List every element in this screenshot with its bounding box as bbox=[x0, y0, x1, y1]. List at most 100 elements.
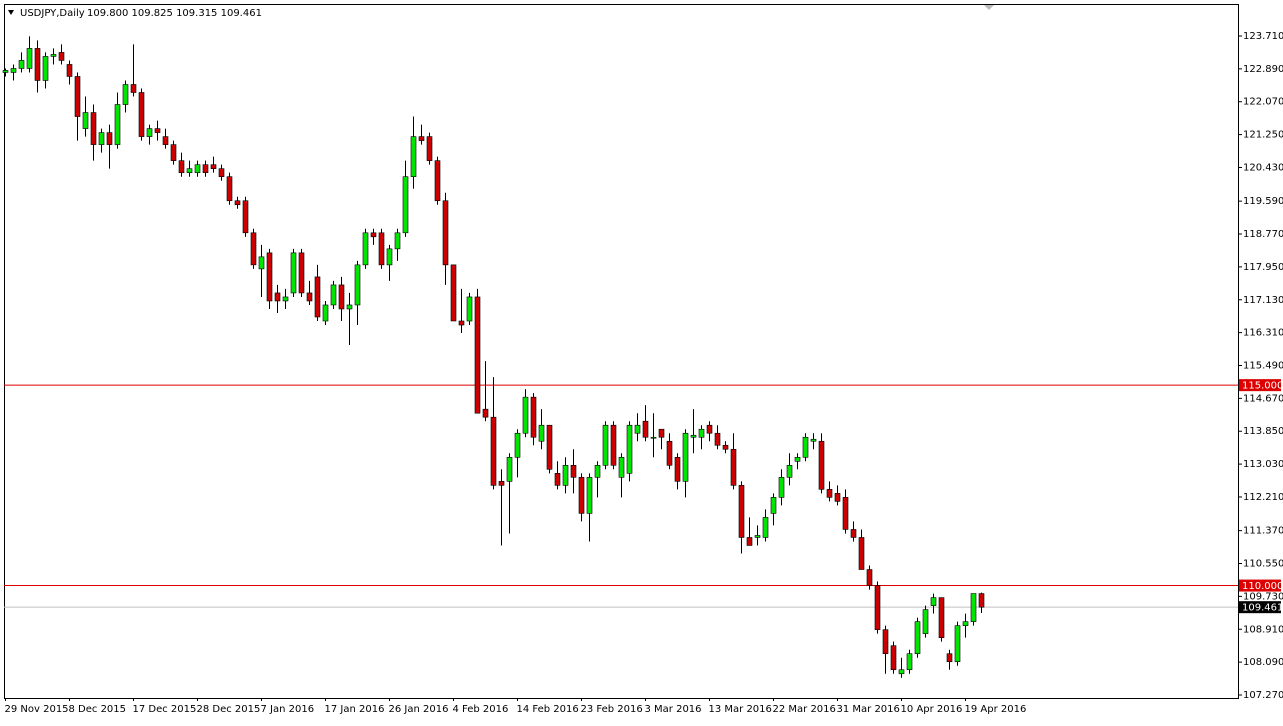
y-tick-label: 108.910 bbox=[1243, 624, 1283, 635]
candle-body bbox=[466, 296, 473, 322]
x-tick-label: 7 Jan 2016 bbox=[261, 704, 315, 715]
candle-body bbox=[546, 424, 553, 470]
candle-body bbox=[706, 424, 713, 434]
menu-arrow[interactable] bbox=[8, 10, 14, 15]
candle-body bbox=[274, 292, 281, 302]
candle-body bbox=[154, 128, 161, 133]
candle-body bbox=[186, 168, 193, 173]
candle-body bbox=[938, 597, 945, 638]
y-tick-label: 113.030 bbox=[1243, 459, 1283, 470]
candle-body bbox=[762, 517, 769, 538]
candle-body bbox=[138, 92, 145, 137]
candle-body bbox=[650, 436, 657, 439]
candle-body bbox=[834, 493, 841, 502]
candle-body bbox=[338, 284, 345, 310]
candle-body bbox=[306, 292, 313, 302]
candle-body bbox=[234, 200, 241, 206]
candle-body bbox=[82, 112, 89, 129]
candle-body bbox=[354, 264, 361, 306]
candle-body bbox=[602, 424, 609, 466]
candle-body bbox=[626, 424, 633, 474]
candle-body bbox=[314, 276, 321, 318]
candle-body bbox=[522, 396, 529, 434]
candle-body bbox=[970, 593, 977, 622]
candle-body bbox=[842, 497, 849, 530]
chart-subtitle: 109.800 109.825 109.315 109.461 bbox=[87, 8, 262, 19]
candle-body bbox=[690, 434, 697, 438]
x-tick-label: 26 Jan 2016 bbox=[389, 704, 449, 715]
candle-body bbox=[242, 200, 249, 234]
x-tick-label: 22 Mar 2016 bbox=[773, 704, 836, 715]
candle-body bbox=[586, 477, 593, 514]
candle-body bbox=[410, 136, 417, 177]
x-tick-label: 3 Mar 2016 bbox=[645, 704, 702, 715]
candle-body bbox=[738, 485, 745, 538]
candle-body bbox=[202, 164, 209, 173]
candle-body bbox=[194, 164, 201, 173]
y-tick-label: 112.210 bbox=[1243, 492, 1283, 503]
candle-body bbox=[554, 473, 561, 486]
candle-body bbox=[450, 264, 457, 322]
candle-body bbox=[778, 477, 785, 498]
y-tick-label: 107.270 bbox=[1243, 690, 1283, 701]
candle-body bbox=[458, 320, 465, 326]
candle-body bbox=[754, 535, 761, 538]
candle-body bbox=[666, 440, 673, 466]
candle-body bbox=[98, 132, 105, 145]
candle-body bbox=[978, 593, 985, 608]
plot-frame bbox=[4, 4, 1239, 699]
candle-body bbox=[130, 84, 137, 93]
candle-body bbox=[402, 176, 409, 234]
candle-body bbox=[426, 136, 433, 161]
candle-body bbox=[730, 448, 737, 486]
candle-body bbox=[218, 168, 225, 177]
candle-body bbox=[746, 537, 753, 546]
candle-body bbox=[474, 296, 481, 414]
y-tick-label: 121.250 bbox=[1243, 130, 1283, 141]
candle-body bbox=[866, 569, 873, 586]
candle-body bbox=[498, 481, 505, 486]
y-tick-label: 117.950 bbox=[1243, 262, 1283, 273]
candle-body bbox=[226, 176, 233, 202]
candle-body bbox=[962, 621, 969, 626]
candle-body bbox=[682, 432, 689, 482]
candle-body bbox=[618, 456, 625, 478]
x-tick-label: 19 Apr 2016 bbox=[965, 704, 1027, 715]
candle-body bbox=[642, 420, 649, 438]
x-tick-label: 29 Nov 2015 bbox=[5, 704, 69, 715]
candle-body bbox=[122, 84, 129, 105]
candle-body bbox=[594, 465, 601, 478]
candle-body bbox=[634, 424, 641, 434]
candle-body bbox=[114, 104, 121, 145]
candle-body bbox=[146, 128, 153, 137]
x-tick-label: 13 Mar 2016 bbox=[709, 704, 772, 715]
candle-body bbox=[794, 456, 801, 462]
level-line-label: 110.000 bbox=[1242, 581, 1283, 592]
y-tick-label: 111.370 bbox=[1243, 526, 1283, 537]
y-tick-label: 109.730 bbox=[1243, 591, 1283, 602]
candle-body bbox=[298, 252, 305, 294]
y-tick-label: 114.670 bbox=[1243, 393, 1283, 404]
candle-body bbox=[722, 444, 729, 450]
candle-body bbox=[10, 68, 17, 73]
candle-body bbox=[162, 136, 169, 145]
candle-body bbox=[538, 424, 545, 442]
candle-body bbox=[810, 438, 817, 442]
chart-title: USDJPY,Daily bbox=[20, 8, 85, 19]
candle-body bbox=[890, 645, 897, 671]
y-tick-label: 119.590 bbox=[1243, 196, 1283, 207]
candle-body bbox=[714, 432, 721, 446]
candle-body bbox=[90, 112, 97, 145]
candle-body bbox=[2, 70, 9, 73]
candle-body bbox=[282, 296, 289, 302]
y-tick-label: 108.090 bbox=[1243, 657, 1283, 668]
candle-body bbox=[34, 48, 41, 81]
x-tick-label: 31 Mar 2016 bbox=[837, 704, 900, 715]
candle-body bbox=[362, 232, 369, 266]
candle-body bbox=[914, 621, 921, 655]
candle-body bbox=[266, 252, 273, 302]
candle-body bbox=[394, 232, 401, 250]
candle-body bbox=[490, 416, 497, 486]
